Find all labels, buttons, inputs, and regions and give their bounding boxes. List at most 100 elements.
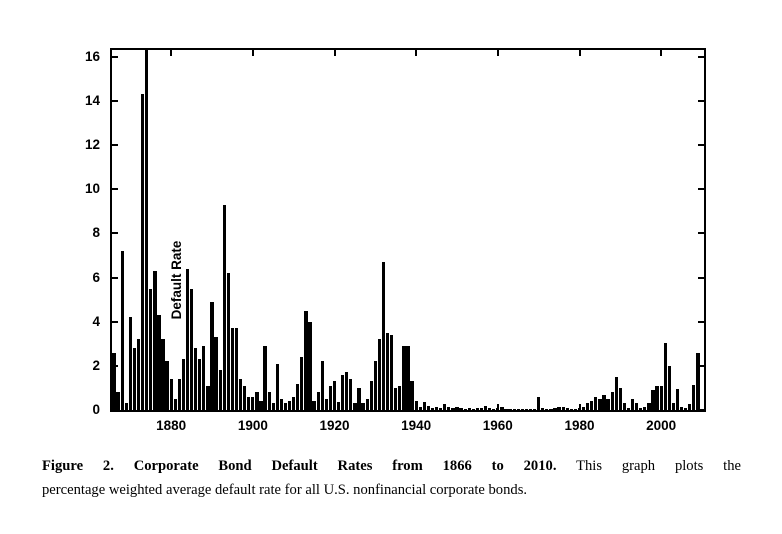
- bar-1884: [185, 268, 190, 410]
- bar-1917: [320, 361, 324, 410]
- bar-1976: [561, 406, 565, 410]
- bar-1883: [181, 359, 186, 410]
- x-tick-1960: [496, 404, 499, 410]
- x-tick-top-1980: [578, 50, 581, 56]
- bar-2001: [663, 342, 667, 410]
- bar-1947: [443, 404, 447, 410]
- bar-1869: [124, 403, 128, 410]
- bar-1961: [500, 406, 504, 410]
- bar-1983: [590, 401, 594, 410]
- bar-1999: [655, 385, 659, 410]
- bar-1953: [467, 407, 471, 410]
- y-tick-14: [112, 99, 118, 102]
- bar-1996: [643, 406, 647, 410]
- x-tick-top-1960: [496, 50, 499, 56]
- y-tick-16: [112, 55, 118, 58]
- bar-1963: [508, 408, 512, 410]
- bar-1966: [520, 409, 524, 410]
- x-tick-top-1880: [170, 50, 173, 56]
- figure-caption: Figure 2. Corporate Bond Default Rates f…: [42, 454, 741, 502]
- x-tick-2000: [660, 404, 663, 410]
- bar-1982: [586, 403, 590, 410]
- bar-1933: [385, 332, 390, 410]
- bar-1936: [398, 385, 402, 410]
- bar-1988: [610, 392, 614, 410]
- bar-1886: [194, 348, 198, 410]
- bar-1885: [189, 288, 194, 410]
- bar-1989: [614, 376, 618, 410]
- bar-1894: [226, 273, 230, 410]
- bar-1948: [447, 406, 451, 410]
- x-tick-top-1900: [251, 50, 254, 56]
- bar-1900: [251, 396, 255, 410]
- y-tick-right-2: [698, 364, 704, 367]
- bar-1972: [545, 408, 549, 410]
- bar-1977: [565, 407, 569, 410]
- bar-1950: [455, 406, 459, 410]
- bar-1943: [426, 405, 431, 410]
- bar-1974: [553, 407, 557, 410]
- bar-1921: [336, 402, 341, 410]
- bar-1872: [136, 339, 141, 410]
- bar-1995: [639, 407, 643, 410]
- bar-1915: [312, 401, 316, 410]
- bar-1919: [328, 385, 333, 410]
- bar-1954: [471, 408, 475, 410]
- bar-1981: [581, 406, 586, 410]
- x-tick-1900: [251, 404, 254, 410]
- y-tick-label-2: 2: [92, 357, 100, 373]
- bar-1874: [145, 50, 149, 410]
- bar-1958: [488, 407, 492, 410]
- y-tick-0: [112, 409, 118, 410]
- bar-1922: [341, 374, 345, 410]
- x-tick-label-1980: 1980: [564, 418, 595, 433]
- y-tick-right-14: [698, 99, 704, 102]
- bar-1889: [206, 385, 210, 410]
- bar-1916: [316, 392, 320, 410]
- bar-1906: [275, 363, 279, 410]
- bar-2005: [679, 406, 684, 410]
- y-tick-label-12: 12: [84, 137, 100, 152]
- bar-1866: [112, 352, 116, 410]
- bar-1944: [430, 407, 435, 410]
- y-tick-12: [112, 144, 118, 146]
- bar-1888: [202, 345, 206, 410]
- bar-1926: [357, 387, 361, 410]
- bar-1912: [300, 357, 304, 410]
- bar-1925: [353, 403, 357, 410]
- bar-1949: [451, 407, 455, 410]
- y-tick-right-0: [698, 409, 704, 410]
- plot-box: Default Rate: [110, 48, 706, 412]
- bar-2003: [671, 403, 676, 410]
- y-tick-right-8: [698, 232, 704, 235]
- bar-1968: [528, 409, 533, 410]
- bar-1971: [541, 407, 545, 410]
- bar-1956: [479, 407, 484, 410]
- bar-1898: [243, 385, 247, 410]
- bar-1887: [198, 359, 202, 410]
- y-tick-label-0: 0: [92, 402, 100, 417]
- bar-1911: [296, 383, 300, 410]
- bar-2000: [659, 385, 663, 410]
- bar-1990: [618, 387, 622, 410]
- y-tick-label-14: 14: [84, 92, 100, 108]
- caption-figure-label: Figure 2. Corporate Bond Default Rates f…: [42, 458, 557, 474]
- bar-1932: [381, 262, 386, 410]
- bar-1965: [516, 409, 520, 410]
- y-tick-label-4: 4: [92, 313, 100, 329]
- bar-1969: [532, 408, 537, 410]
- x-tick-1880: [170, 404, 173, 410]
- bar-1935: [394, 387, 398, 410]
- bar-1957: [483, 405, 488, 410]
- bar-1987: [606, 398, 610, 410]
- bar-2007: [688, 404, 692, 410]
- y-tick-6: [112, 276, 118, 279]
- bar-1881: [173, 398, 177, 410]
- bar-1891: [214, 337, 218, 410]
- bar-2009: [696, 352, 700, 410]
- bar-1975: [557, 407, 561, 410]
- bar-1973: [549, 408, 553, 410]
- bar-1927: [361, 403, 365, 410]
- y-tick-2: [112, 364, 118, 367]
- y-tick-right-10: [698, 188, 704, 191]
